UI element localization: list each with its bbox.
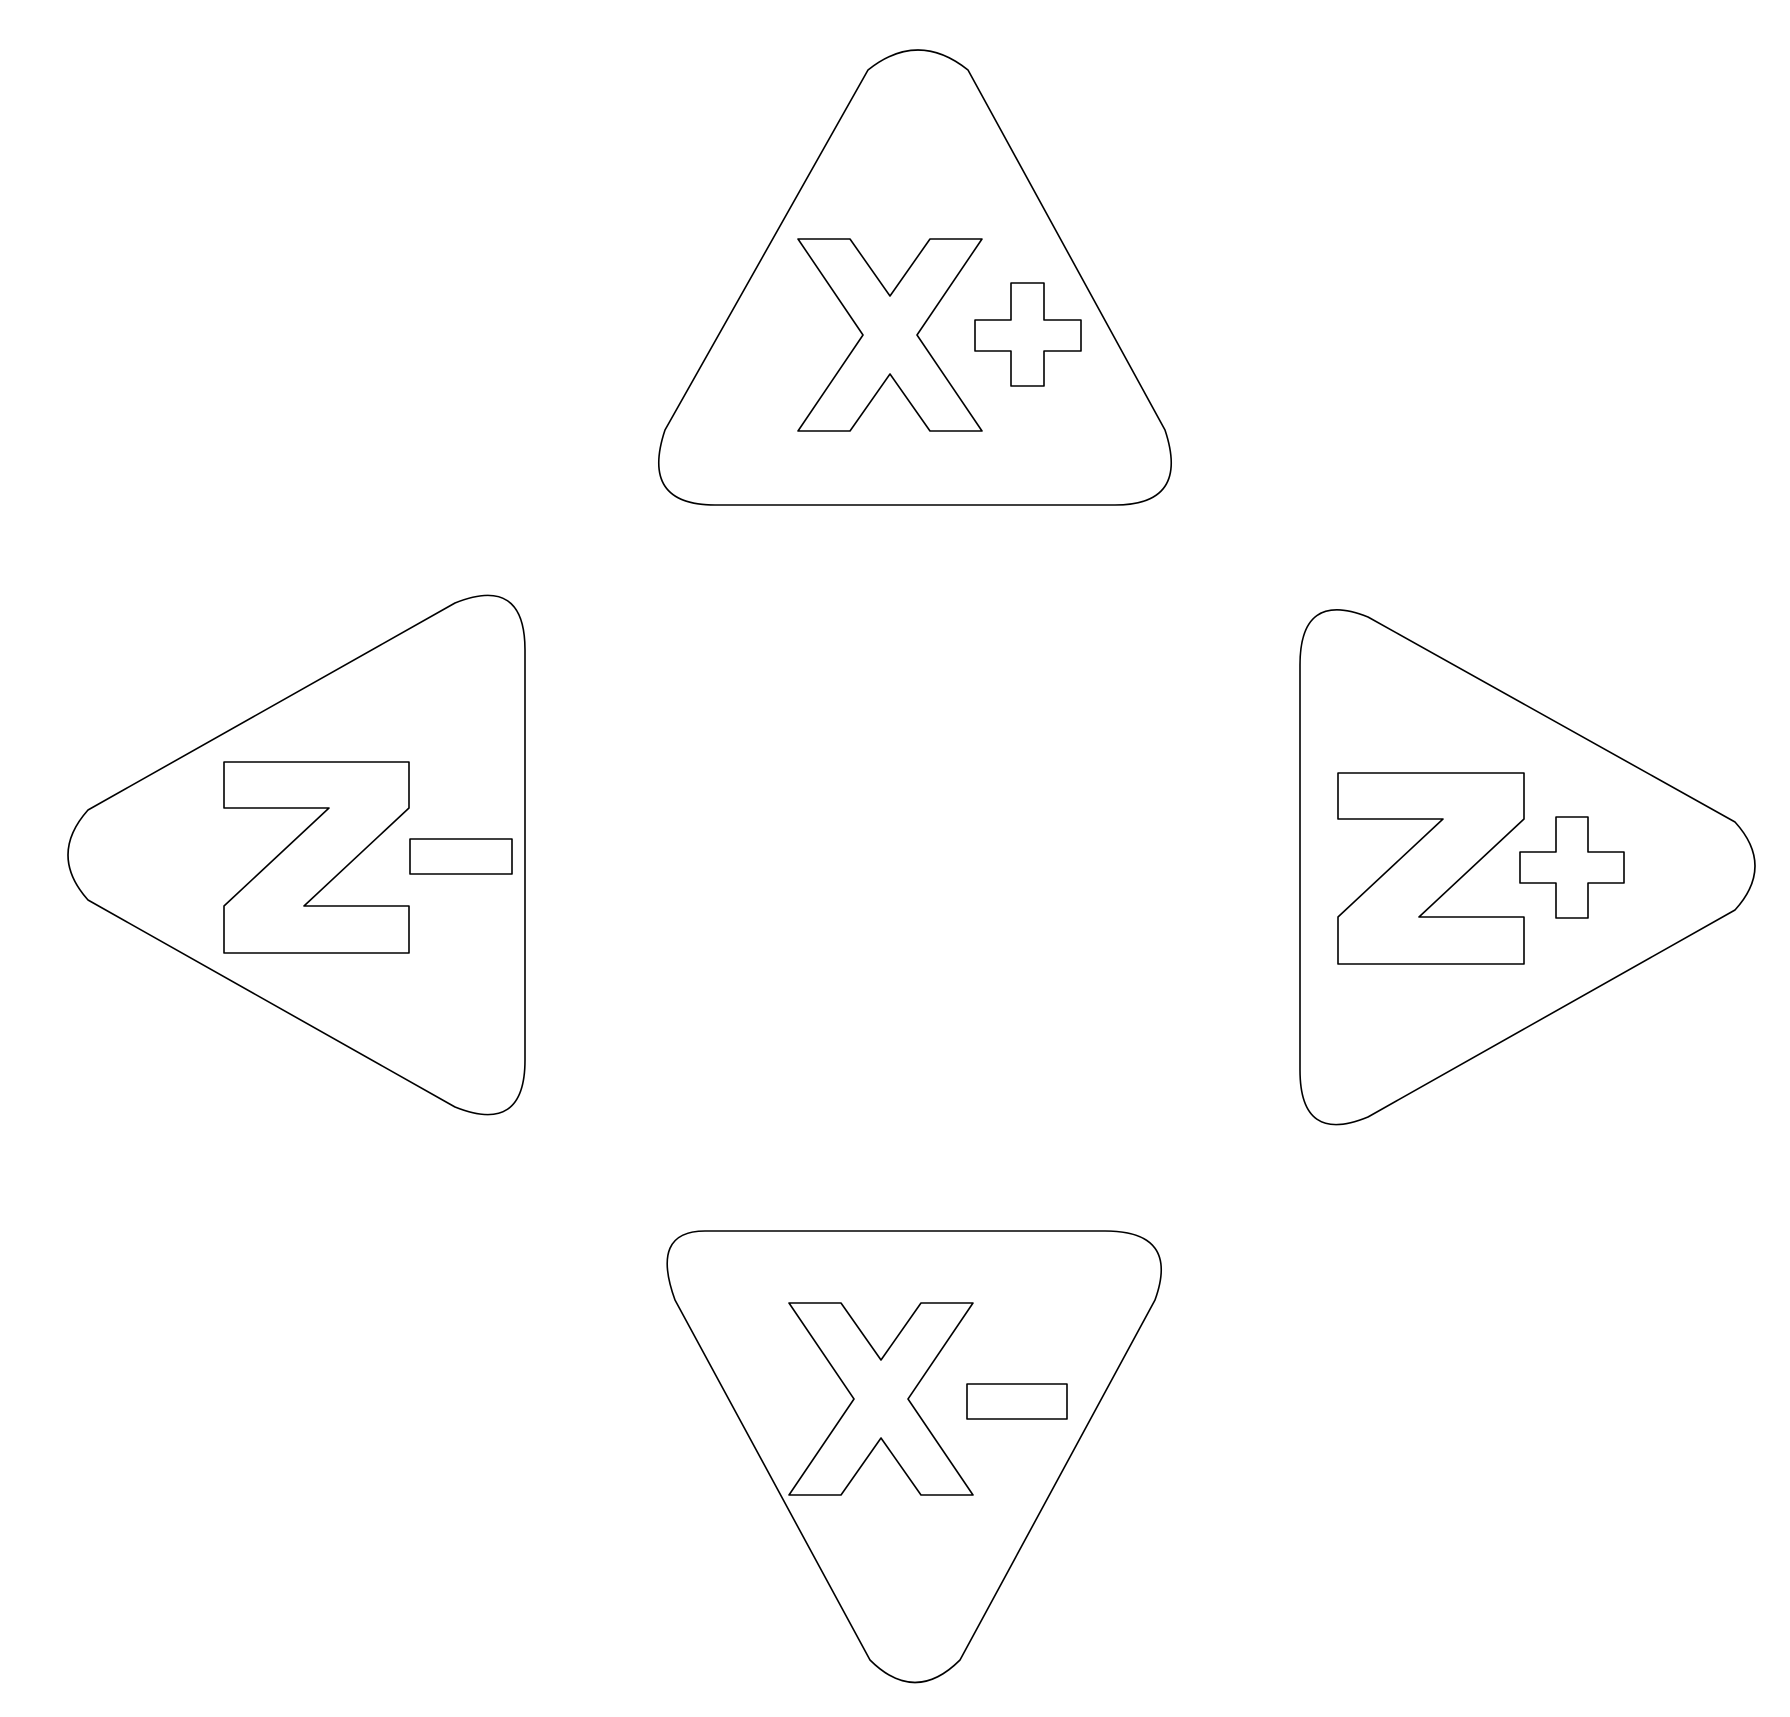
minus-sign-glyph: [966, 1383, 1068, 1420]
plus-sign-glyph: [1519, 816, 1625, 919]
x-letter-glyph: [797, 238, 983, 432]
z-letter-glyph: [1337, 772, 1525, 965]
z-plus-button[interactable]: Z+: [0, 0, 1756, 1126]
z-letter-glyph: [223, 761, 410, 954]
x-plus-button[interactable]: X+: [0, 0, 1173, 506]
plus-sign-glyph: [974, 282, 1082, 387]
z-minus-button[interactable]: Z-: [0, 0, 526, 1116]
x-minus-button[interactable]: X-: [0, 0, 1163, 1684]
x-letter-glyph: [788, 1302, 974, 1496]
minus-sign-glyph: [409, 838, 513, 875]
